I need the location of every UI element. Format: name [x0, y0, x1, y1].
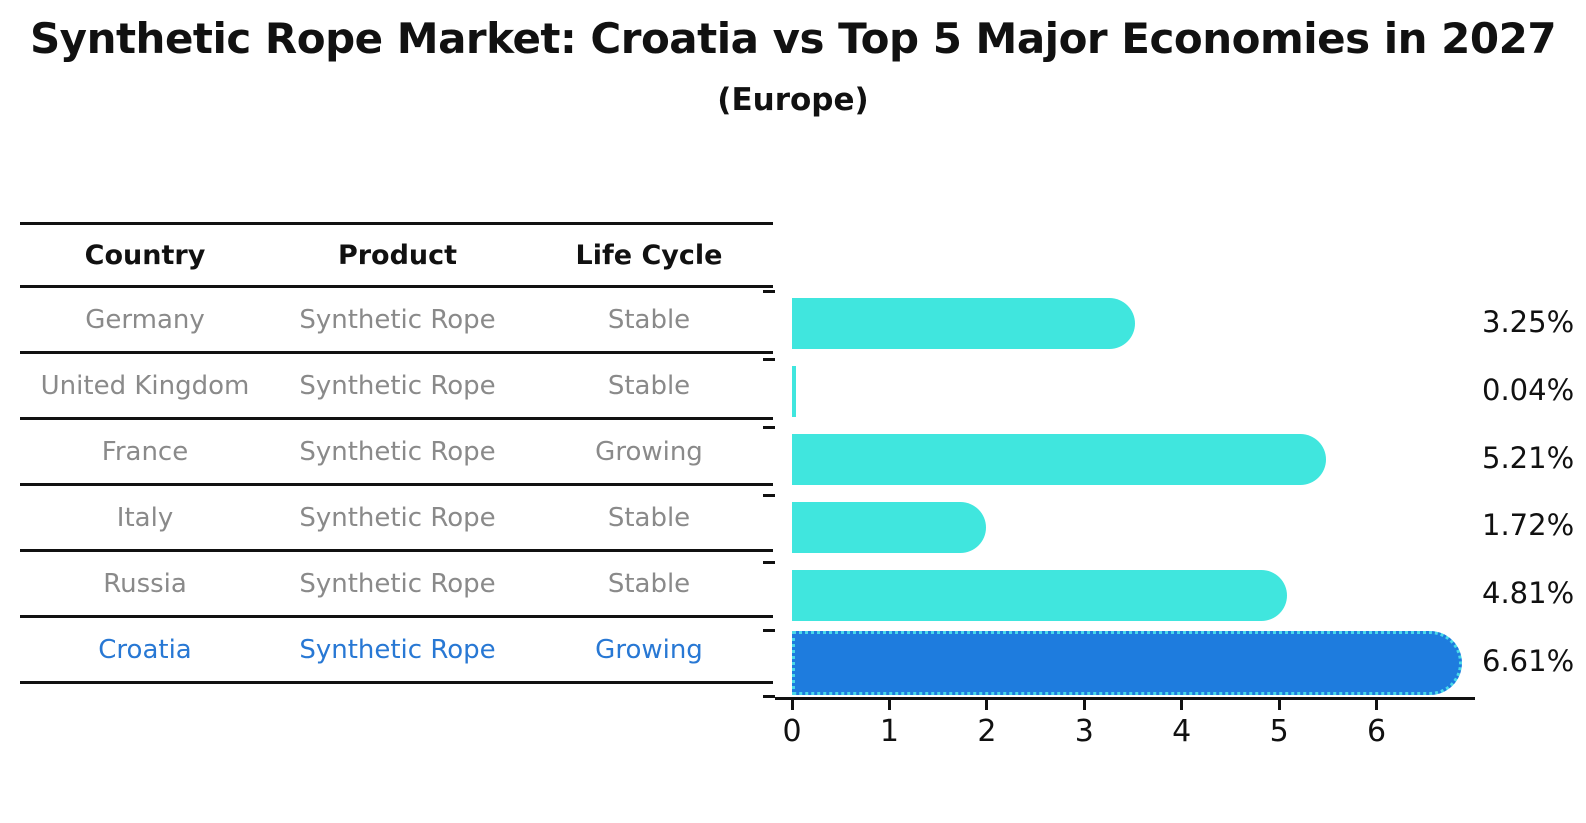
- chart-title: Synthetic Rope Market: Croatia vs Top 5 …: [29, 14, 1557, 63]
- cell-life-cycle-croatia: Growing: [595, 634, 703, 665]
- bar-croatia: [792, 631, 1462, 696]
- cell-product-france: Synthetic Rope: [299, 436, 496, 467]
- cell-life-cycle-italy: Stable: [607, 502, 691, 533]
- x-axis-line: [775, 697, 1475, 700]
- cell-life-cycle-russia: Stable: [607, 568, 691, 599]
- value-label-russia: 4.81%: [1482, 576, 1575, 611]
- x-axis-tick-label-6: 6: [1367, 714, 1387, 749]
- x-axis-tick-1: [887, 700, 891, 710]
- cell-life-cycle-united-kingdom: Stable: [607, 370, 691, 401]
- cell-country-france: France: [101, 436, 189, 467]
- cell-life-cycle-germany: Stable: [607, 304, 691, 335]
- table-row-france: France Synthetic Rope Growing: [20, 420, 773, 486]
- y-axis-tick: [763, 290, 775, 293]
- x-axis-tick-5: [1277, 700, 1281, 710]
- bar-russia: [792, 569, 1287, 621]
- x-axis-tick-6: [1375, 700, 1379, 710]
- value-label-france: 5.21%: [1482, 440, 1575, 475]
- x-axis-tick-label-4: 4: [1172, 714, 1192, 749]
- value-label-united-kingdom: 0.04%: [1482, 372, 1575, 407]
- table-header-row: Country Product Life Cycle: [20, 222, 773, 288]
- cell-life-cycle-france: Growing: [595, 436, 703, 467]
- table-row-germany: Germany Synthetic Rope Stable: [20, 288, 773, 354]
- y-axis-tick: [763, 425, 775, 429]
- bar-united-kingdom: [792, 366, 796, 418]
- table-body: Germany Synthetic Rope Stable United Kingdo…: [20, 288, 773, 684]
- cell-product-croatia: Synthetic Rope: [299, 634, 496, 665]
- value-label-germany: 3.25%: [1482, 304, 1575, 339]
- column-header-product: Product: [337, 239, 458, 271]
- y-axis-tick: [763, 561, 775, 565]
- cell-country-croatia: Croatia: [98, 634, 192, 665]
- bar-germany: [792, 298, 1135, 350]
- y-axis-tick: [763, 629, 775, 633]
- table-row-united-kingdom: United Kingdom Synthetic Rope Stable: [20, 354, 773, 420]
- x-axis-tick-0: [790, 700, 794, 710]
- cell-product-russia: Synthetic Rope: [299, 568, 496, 599]
- x-axis-tick-label-5: 5: [1269, 714, 1289, 749]
- value-label-croatia: 6.61%: [1482, 644, 1575, 679]
- x-axis-tick-2: [985, 700, 989, 710]
- x-axis-tick-4: [1180, 700, 1184, 710]
- bar-france: [792, 434, 1326, 486]
- cell-product-italy: Synthetic Rope: [299, 502, 496, 533]
- table-row-croatia: Croatia Synthetic Rope Growing: [20, 618, 773, 684]
- bar-chart-plot-area: 0 1 2 3 4 5 6: [763, 290, 1475, 749]
- cell-product-germany: Synthetic Rope: [299, 304, 496, 335]
- table-row-italy: Italy Synthetic Rope Stable: [20, 486, 773, 552]
- bar-italy: [792, 501, 986, 553]
- cell-country-italy: Italy: [116, 502, 174, 533]
- cell-country-united-kingdom: United Kingdom: [40, 370, 250, 401]
- x-axis-tick-label-2: 2: [977, 714, 997, 749]
- y-axis-tick: [763, 695, 775, 698]
- chart-subtitle: (Europe): [717, 82, 869, 118]
- column-header-life-cycle: Life Cycle: [575, 239, 723, 271]
- x-axis-tick-3: [1082, 700, 1086, 710]
- country-table: Country Product Life Cycle Germany Synthe…: [20, 222, 773, 684]
- value-label-italy: 1.72%: [1482, 508, 1575, 543]
- x-axis-tick-label-3: 3: [1074, 714, 1094, 749]
- y-axis-tick: [763, 493, 775, 497]
- y-axis-tick: [763, 357, 775, 361]
- cell-country-russia: Russia: [103, 568, 187, 599]
- table-row-russia: Russia Synthetic Rope Stable: [20, 552, 773, 618]
- cell-country-germany: Germany: [85, 304, 205, 335]
- column-header-country: Country: [84, 239, 206, 271]
- cell-product-united-kingdom: Synthetic Rope: [299, 370, 496, 401]
- x-axis-tick-label-1: 1: [879, 714, 899, 749]
- x-axis-tick-label-0: 0: [782, 714, 802, 749]
